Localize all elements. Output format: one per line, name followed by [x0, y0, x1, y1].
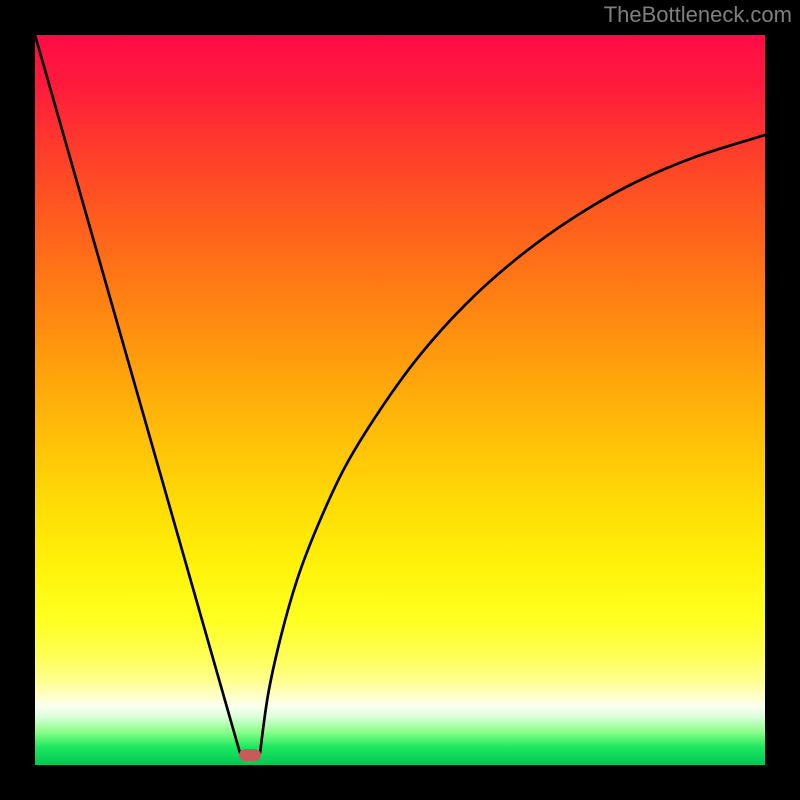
plot-area — [35, 35, 765, 765]
minimum-marker — [239, 749, 261, 761]
right-curve — [260, 135, 765, 753]
left-curve — [35, 35, 240, 753]
watermark-text: TheBottleneck.com — [604, 2, 792, 28]
curve-layer — [35, 35, 765, 765]
